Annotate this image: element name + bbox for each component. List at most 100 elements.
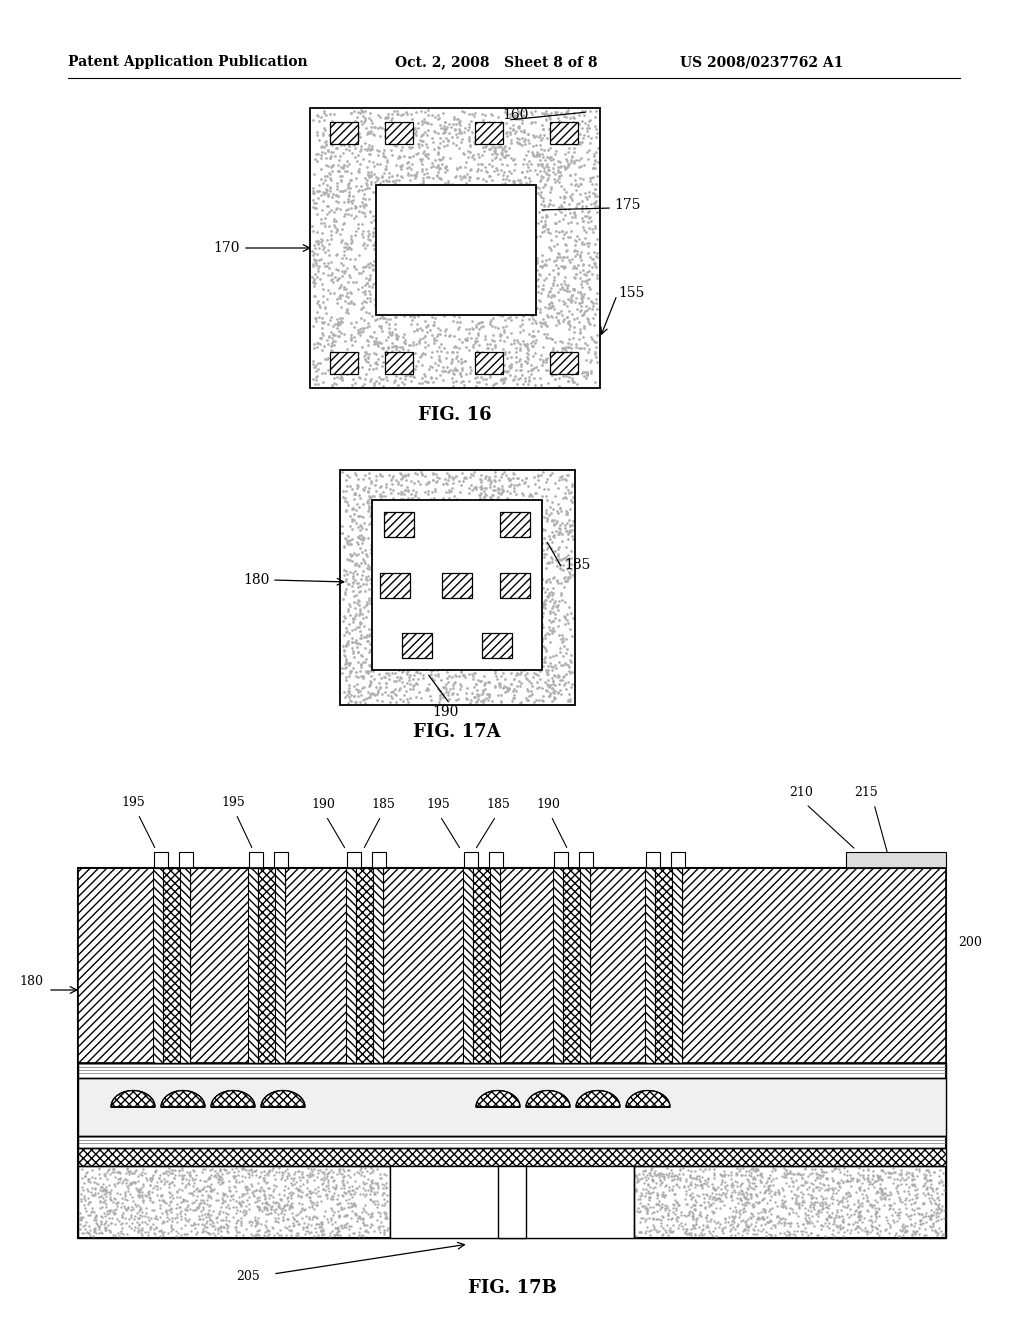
Point: [395, 524, 412, 545]
Point: [102, 1220, 119, 1241]
Point: [422, 319, 438, 341]
Point: [371, 673, 387, 694]
Point: [842, 1185, 858, 1206]
Point: [309, 1213, 326, 1234]
Point: [885, 1209, 901, 1230]
Point: [452, 566, 468, 587]
Point: [579, 261, 595, 282]
Point: [228, 1220, 245, 1241]
Point: [330, 119, 346, 140]
Point: [127, 1193, 143, 1214]
Point: [478, 374, 495, 395]
Point: [716, 1195, 732, 1216]
Point: [552, 558, 568, 579]
Point: [470, 685, 486, 706]
Point: [198, 1213, 214, 1234]
Point: [212, 1209, 228, 1230]
Text: 190: 190: [536, 799, 560, 810]
Point: [283, 1196, 299, 1217]
Point: [517, 471, 534, 492]
Point: [342, 1193, 358, 1214]
Point: [648, 1184, 665, 1205]
Point: [341, 1180, 357, 1201]
Point: [343, 619, 359, 640]
Point: [376, 1183, 392, 1204]
Point: [458, 611, 474, 632]
Point: [914, 1203, 931, 1224]
Point: [817, 1179, 834, 1200]
Point: [365, 560, 381, 581]
Point: [105, 1158, 122, 1179]
Point: [332, 1162, 348, 1183]
Point: [413, 207, 429, 228]
Point: [818, 1162, 835, 1183]
Point: [258, 1216, 274, 1237]
Point: [906, 1200, 923, 1221]
Point: [850, 1162, 866, 1183]
Point: [402, 488, 419, 510]
Point: [538, 640, 554, 661]
Point: [338, 618, 354, 639]
Point: [316, 100, 333, 121]
Point: [464, 147, 480, 168]
Point: [406, 321, 422, 342]
Point: [515, 659, 531, 680]
Point: [357, 626, 374, 647]
Point: [359, 317, 376, 338]
Point: [542, 190, 558, 211]
Point: [468, 562, 484, 583]
Point: [401, 579, 418, 601]
Point: [305, 285, 322, 306]
Point: [360, 495, 377, 516]
Point: [486, 535, 503, 556]
Point: [213, 1225, 229, 1246]
Point: [589, 201, 605, 222]
Point: [845, 1167, 861, 1188]
Point: [386, 186, 402, 207]
Point: [793, 1164, 809, 1185]
Point: [241, 1164, 257, 1185]
Point: [731, 1158, 748, 1179]
Point: [542, 360, 558, 381]
Point: [94, 1191, 111, 1212]
Point: [435, 296, 452, 317]
Point: [508, 227, 524, 248]
Point: [341, 185, 357, 206]
Point: [454, 218, 470, 239]
Point: [374, 1195, 390, 1216]
Point: [531, 348, 548, 370]
Point: [926, 1189, 942, 1210]
Point: [317, 143, 334, 164]
Point: [568, 121, 585, 143]
Point: [408, 120, 424, 141]
Point: [536, 527, 552, 548]
Point: [367, 231, 383, 252]
Point: [72, 1209, 88, 1230]
Point: [425, 576, 441, 597]
Point: [560, 280, 577, 301]
Point: [752, 1164, 768, 1185]
Point: [549, 556, 565, 577]
Point: [348, 1177, 365, 1199]
Point: [483, 355, 500, 376]
Point: [689, 1184, 706, 1205]
Point: [375, 589, 391, 610]
Point: [810, 1177, 826, 1199]
Point: [402, 678, 419, 700]
Point: [285, 1212, 301, 1233]
Point: [707, 1180, 723, 1201]
Point: [221, 1197, 238, 1218]
Point: [502, 123, 518, 144]
Point: [581, 255, 597, 276]
Point: [854, 1220, 870, 1241]
Point: [247, 1209, 263, 1230]
Point: [490, 478, 507, 499]
Point: [359, 121, 376, 143]
Point: [177, 1176, 194, 1197]
Point: [432, 576, 449, 597]
Point: [543, 296, 559, 317]
Point: [401, 137, 418, 158]
Point: [236, 1158, 252, 1179]
Point: [850, 1201, 866, 1222]
Point: [550, 246, 566, 267]
